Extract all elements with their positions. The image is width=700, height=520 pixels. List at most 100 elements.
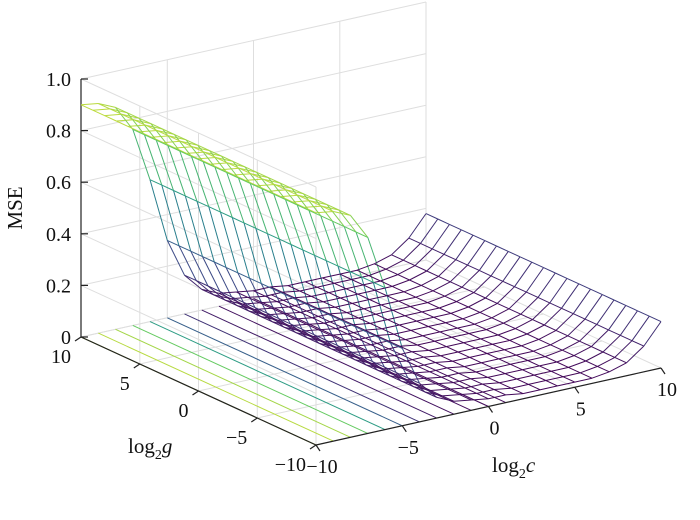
y-axis-label: log2g — [128, 434, 172, 463]
surface-edge-c-0-7 — [436, 396, 455, 402]
surface-edge-g-12-6 — [440, 355, 453, 362]
surface-edge-g-2-17 — [138, 117, 152, 125]
surface-edge-g-19-10 — [514, 286, 527, 293]
surface-edge-g-6-18 — [196, 280, 209, 287]
surface-edge-g-0-19 — [80, 104, 94, 111]
surface-edge-g-17-19 — [374, 263, 387, 270]
surface-edge-g-16-18 — [368, 275, 381, 282]
surface-edge-c-5-0 — [257, 184, 275, 187]
surface-edge-g-19-16 — [443, 253, 457, 261]
surface-edge-g-14-19 — [322, 277, 335, 284]
surface-edge-g-20-13 — [496, 245, 509, 252]
surface-edge-g-13-0 — [528, 383, 541, 391]
surface-edge-g-3-18 — [144, 134, 157, 141]
y-tick-label-2: 0 — [179, 400, 189, 422]
surface-edge-g-6-5 — [348, 350, 362, 357]
surface-edge-c-19-16 — [368, 268, 387, 277]
surface-edge-c-15-13 — [363, 304, 382, 310]
surface-edge-g-18-18 — [403, 259, 416, 267]
surface-edge-g-18-9 — [508, 308, 522, 315]
surface-edge-g-4-10 — [255, 227, 268, 235]
surface-edge-g-11-6 — [423, 356, 436, 363]
surface-edge-g-9-11 — [330, 334, 343, 342]
surface-edge-c-12-19 — [502, 256, 521, 282]
surface-edge-g-11-16 — [305, 302, 319, 309]
surface-edge-c-14-10 — [323, 318, 342, 324]
surface-edge-c-12-11 — [364, 328, 383, 331]
surface-edge-g-14-4 — [498, 358, 511, 365]
surface-edge-g-10-17 — [276, 301, 290, 308]
surface-edge-g-10-14 — [312, 317, 325, 324]
surface-edge-c-1-14 — [545, 376, 564, 381]
surface-edge-c-16-8 — [265, 313, 284, 316]
surface-edge-g-0-12 — [163, 142, 176, 149]
x-tick-label-3: 5 — [576, 398, 586, 420]
surface-edge-c-13-5 — [249, 277, 268, 314]
surface-edge-g-20-19 — [425, 213, 439, 220]
surface-edge-g-13-9 — [422, 335, 435, 342]
surface-edge-c-12-9 — [330, 333, 348, 336]
surface-edge-c-3-5 — [366, 331, 385, 368]
surface-edge-c-1-12 — [511, 383, 529, 389]
surface-edge-c-6-8 — [383, 367, 401, 370]
surface-edge-g-18-4 — [567, 335, 580, 342]
surface-edge-g-17-0 — [597, 365, 610, 373]
surface-edge-g-18-1 — [602, 351, 616, 358]
surface-edge-c-20-7 — [201, 288, 220, 294]
surface-edge-g-7-5 — [366, 364, 379, 371]
surface-edge-g-2-11 — [209, 150, 222, 157]
surface-edge-g-6-15 — [231, 296, 244, 303]
surface-edge-g-13-15 — [352, 302, 365, 310]
surface-edge-g-17-6 — [526, 333, 540, 340]
surface-edge-g-6-8 — [313, 334, 326, 341]
surface-edge-g-11-0 — [493, 389, 507, 396]
surface-edge-g-4-0 — [373, 281, 386, 289]
surface-edge-g-2-9 — [232, 160, 246, 168]
surface-edge-g-5-11 — [261, 283, 274, 290]
surface-edge-g-14-3 — [510, 363, 523, 371]
surface-edge-c-15-3 — [191, 156, 210, 207]
surface-edge-g-18-12 — [473, 292, 486, 299]
surface-edge-c-1-13 — [528, 380, 546, 385]
surface-edge-c-12-8 — [312, 334, 331, 337]
surface-edge-c-20-4 — [149, 179, 168, 241]
surface-edge-g-20-3 — [613, 299, 627, 306]
surface-edge-g-6-4 — [360, 355, 373, 363]
surface-edge-g-8-15 — [265, 314, 279, 321]
x-tick-label-4: 10 — [657, 379, 677, 401]
z-tick-label-0: 0 — [61, 327, 71, 349]
surface-edge-g-1-10 — [203, 151, 217, 158]
y-axis-label-base: log — [128, 434, 155, 458]
surface-edge-c-5-15 — [515, 350, 534, 356]
surface-edge-c-19-17 — [385, 259, 404, 270]
surface-edge-g-20-18 — [437, 218, 450, 225]
surface-edge-c-9-2 — [244, 166, 263, 190]
surface-edge-c-16-19 — [455, 234, 474, 260]
surface-edge-g-20-16 — [461, 229, 474, 236]
surface-edge-g-13-3 — [493, 367, 506, 375]
surface-edge-c-11-12 — [393, 329, 412, 335]
surface-edge-g-13-18 — [316, 286, 330, 294]
surface-edge-c-20-5 — [166, 240, 185, 276]
surface-edge-g-19-1 — [620, 334, 633, 342]
surface-edge-c-17-14 — [357, 289, 376, 295]
surface-edge-c-20-0 — [80, 103, 99, 106]
surface-edge-c-10-5 — [284, 294, 303, 330]
surface-edge-c-1-16 — [580, 365, 598, 374]
surface-edge-c-16-14 — [369, 295, 387, 300]
surface-edge-g-3-10 — [238, 177, 251, 184]
surface-edge-g-13-8 — [434, 340, 447, 348]
surface-edge-g-13-6 — [457, 351, 471, 358]
surface-edge-g-17-5 — [538, 338, 551, 346]
surface-edge-g-11-11 — [364, 329, 377, 336]
surface-edge-g-4-9 — [267, 233, 280, 240]
surface-edge-g-5-13 — [237, 272, 250, 279]
surface-edge-g-8-4 — [395, 373, 408, 381]
surface-edge-g-16-4 — [533, 350, 546, 358]
surface-edge-g-17-13 — [444, 295, 457, 303]
surface-edge-c-11-10 — [359, 335, 377, 340]
surface-edge-c-11-3 — [238, 177, 257, 229]
x-tick-mark-4 — [660, 367, 666, 375]
surface-edge-g-16-5 — [521, 345, 534, 352]
surface-edge-g-16-14 — [415, 296, 428, 304]
